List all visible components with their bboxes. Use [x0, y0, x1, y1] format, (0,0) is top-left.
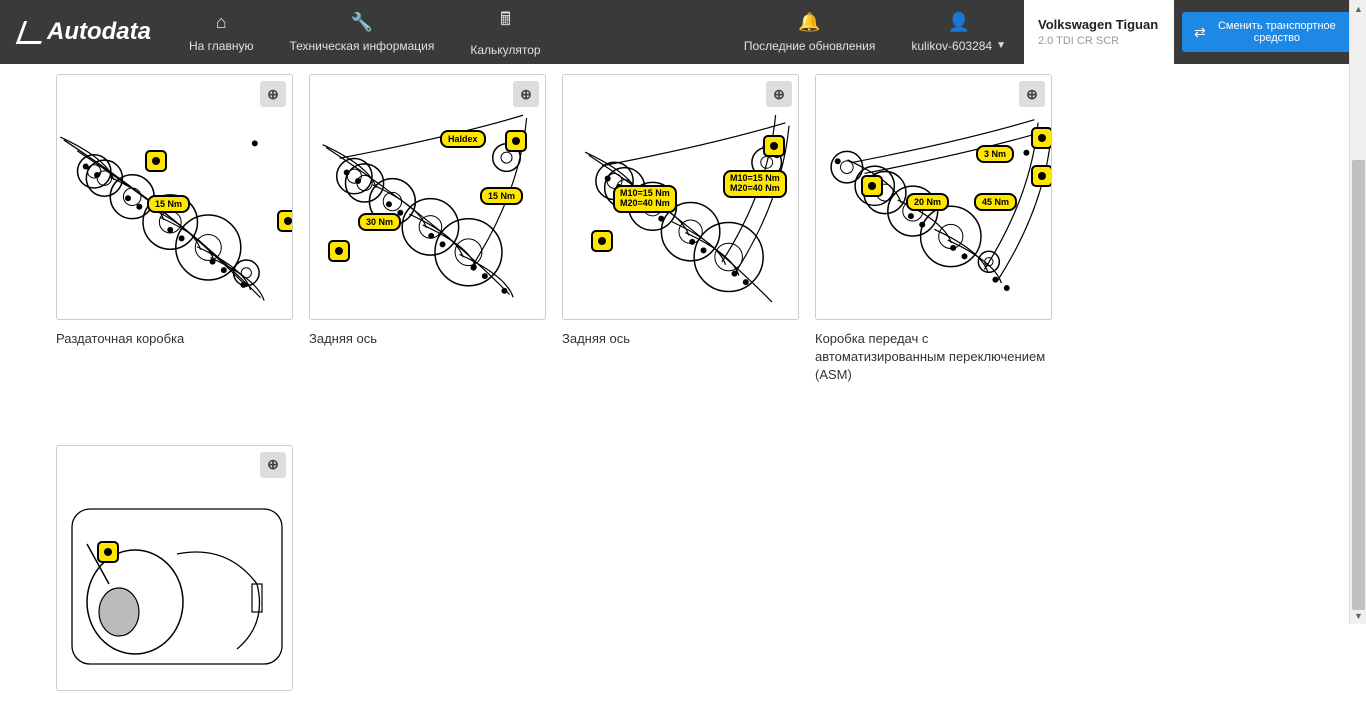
oil-point-badge	[505, 130, 527, 152]
diagram-image[interactable]: ⊕	[56, 445, 293, 691]
torque-badge: 15 Nm	[147, 195, 190, 213]
diagram-label: Задняя ось	[309, 330, 546, 348]
nav-updates[interactable]: 🔔 Последние обновления	[726, 0, 894, 64]
content-area: ⊕ 15 Nm Раздаточная коробка ⊕ Haldex 15 Nm 30 …	[0, 64, 1366, 728]
nav-home[interactable]: ⌂ На главную	[171, 0, 271, 64]
torque-badge: M10=15 NmM20=40 Nm	[613, 185, 677, 213]
scrollbar-thumb[interactable]	[1352, 160, 1365, 610]
torque-badge: Haldex	[440, 130, 486, 148]
header-scrollbar[interactable]: ▲	[1349, 0, 1366, 64]
diagram-card: ⊕	[56, 445, 293, 701]
diagram-card: ⊕ M10=15 NmM20=40 Nm M10=15 NmM20=40 Nm Зад…	[562, 74, 799, 385]
header: Autodata ⌂ На главную 🔧 Техническая инфо…	[0, 0, 1366, 64]
nav-tech-info[interactable]: 🔧 Техническая информация	[271, 0, 452, 64]
scroll-up-icon: ▲	[1350, 0, 1366, 17]
diagram-image[interactable]: ⊕ 3 Nm 20 Nm 45 Nm	[815, 74, 1052, 320]
change-vehicle-label: Сменить транспортное средство	[1214, 20, 1340, 44]
magnify-plus-icon: ⊕	[520, 86, 532, 103]
page-scrollbar[interactable]: ▼	[1349, 64, 1366, 624]
chevron-down-icon: ▼	[996, 40, 1006, 51]
swap-icon: ⇄	[1194, 24, 1206, 41]
torque-badge: 45 Nm	[974, 193, 1017, 211]
oil-point-badge	[328, 240, 350, 262]
magnify-plus-icon: ⊕	[1026, 86, 1038, 103]
nav-tech-label: Техническая информация	[289, 39, 434, 53]
torque-badge: 15 Nm	[480, 187, 523, 205]
vehicle-engine: 2.0 TDI CR SCR	[1038, 35, 1160, 47]
magnify-plus-icon: ⊕	[267, 86, 279, 103]
nav-home-label: На главную	[189, 39, 253, 53]
diagram-grid: ⊕ 15 Nm Раздаточная коробка ⊕ Haldex 15 Nm 30 …	[56, 74, 1310, 701]
nav-calc-label: Калькулятор	[470, 43, 540, 57]
oil-point-badge	[1031, 127, 1052, 149]
magnify-plus-icon: ⊕	[267, 456, 279, 473]
nav-user[interactable]: 👤 kulikov-603284 ▼	[893, 0, 1024, 64]
oil-point-badge	[763, 135, 785, 157]
diagram-card: ⊕ 15 Nm Раздаточная коробка	[56, 74, 293, 385]
oil-point-badge	[97, 541, 119, 563]
diagram-label: Коробка передач с автоматизированным пер…	[815, 330, 1052, 385]
bell-icon: 🔔	[798, 12, 820, 33]
diagram-image[interactable]: ⊕ Haldex 15 Nm 30 Nm	[309, 74, 546, 320]
oil-point-badge	[861, 175, 883, 197]
diagram-image[interactable]: ⊕ 15 Nm	[56, 74, 293, 320]
diagram-card: ⊕ 3 Nm 20 Nm 45 Nm Коробка передач с автомат…	[815, 74, 1052, 385]
oil-point-badge	[1031, 165, 1052, 187]
zoom-button[interactable]: ⊕	[766, 81, 792, 107]
diagram-card: ⊕ Haldex 15 Nm 30 Nm Задняя ось	[309, 74, 546, 385]
oil-point-badge	[277, 210, 293, 232]
brand-logo: Autodata	[0, 18, 171, 46]
diagram-label: Раздаточная коробка	[56, 330, 293, 348]
zoom-button[interactable]: ⊕	[260, 452, 286, 478]
nav-calculator[interactable]: 🖩 Калькулятор	[452, 0, 558, 64]
zoom-button[interactable]: ⊕	[260, 81, 286, 107]
nav-updates-label: Последние обновления	[744, 39, 876, 53]
calculator-icon: 🖩	[500, 7, 511, 37]
torque-badge: 20 Nm	[906, 193, 949, 211]
diagram-image[interactable]: ⊕ M10=15 NmM20=40 Nm M10=15 NmM20=40 Nm	[562, 74, 799, 320]
diagram-label: Задняя ось	[562, 330, 799, 348]
magnify-plus-icon: ⊕	[773, 86, 785, 103]
torque-badge: M10=15 NmM20=40 Nm	[723, 170, 787, 198]
oil-point-badge	[591, 230, 613, 252]
change-vehicle-button[interactable]: ⇄ Сменить транспортное средство	[1182, 12, 1352, 52]
user-icon: 👤	[947, 12, 969, 33]
zoom-button[interactable]: ⊕	[513, 81, 539, 107]
wrench-icon: 🔧	[351, 12, 373, 33]
scroll-down-icon: ▼	[1350, 607, 1366, 624]
torque-badge: 30 Nm	[358, 213, 401, 231]
zoom-button[interactable]: ⊕	[1019, 81, 1045, 107]
home-icon: ⌂	[216, 12, 227, 33]
oil-point-badge	[145, 150, 167, 172]
nav-user-label: kulikov-603284	[911, 39, 992, 53]
vehicle-panel: Volkswagen Tiguan 2.0 TDI CR SCR	[1024, 0, 1174, 64]
torque-badge: 3 Nm	[976, 145, 1014, 163]
vehicle-name: Volkswagen Tiguan	[1038, 17, 1160, 33]
